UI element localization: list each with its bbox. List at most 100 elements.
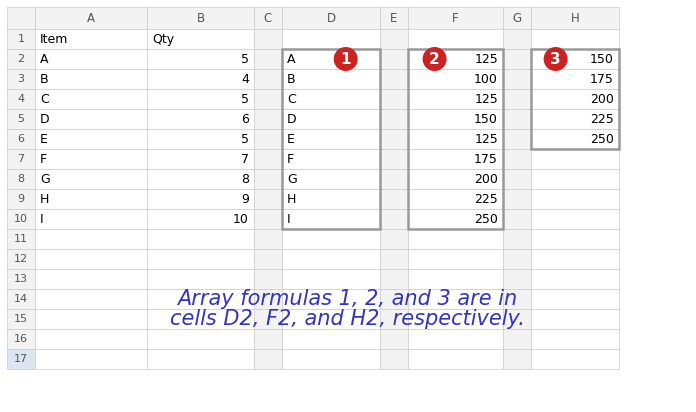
Bar [282,189,380,209]
Bar [531,69,619,89]
Bar [147,149,254,169]
Text: E: E [390,12,397,24]
Text: A: A [40,52,49,66]
Bar [408,109,503,129]
Bar [408,309,503,329]
Bar [503,209,531,229]
Bar [531,7,619,29]
Bar [282,89,380,109]
Bar [531,349,619,369]
Bar [282,269,380,289]
Bar [282,7,380,29]
Bar [503,189,531,209]
Text: A: A [87,12,95,24]
Bar [531,289,619,309]
Text: I: I [287,213,291,225]
Bar [282,49,380,69]
Bar [147,7,254,29]
Bar [408,249,503,269]
Bar [35,249,147,269]
Bar [503,249,531,269]
Bar [531,129,619,149]
Text: 250: 250 [474,213,498,225]
Bar [408,129,503,149]
Bar [35,89,147,109]
Bar [282,69,380,89]
Bar [35,229,147,249]
Text: 7: 7 [241,152,249,166]
Bar [147,309,254,329]
Bar [147,69,254,89]
Bar [408,89,503,109]
Text: cells D2, F2, and H2, respectively.: cells D2, F2, and H2, respectively. [170,309,525,329]
Bar [282,149,380,169]
Bar [531,249,619,269]
Bar [35,189,147,209]
Bar [531,189,619,209]
Text: 175: 175 [474,152,498,166]
Text: 200: 200 [474,173,498,185]
Text: A: A [287,52,296,66]
Bar [531,129,619,149]
Bar [531,29,619,49]
Bar [147,209,254,229]
Text: I: I [40,213,44,225]
Bar [408,69,503,89]
Bar [35,289,147,309]
Bar [282,89,380,109]
Circle shape [333,47,358,71]
Bar [35,309,147,329]
Bar [408,149,503,169]
Text: 7: 7 [17,154,24,164]
Text: G: G [512,12,521,24]
Text: E: E [40,133,48,145]
Bar [7,249,35,269]
Bar [254,69,282,89]
Bar [282,169,380,189]
Bar [503,129,531,149]
Bar [503,229,531,249]
Bar [7,109,35,129]
Bar [408,29,503,49]
Bar [254,349,282,369]
Text: 10: 10 [14,214,28,224]
Text: Qty: Qty [152,33,174,45]
Bar [380,149,408,169]
Bar [408,89,503,109]
Bar [254,49,282,69]
Bar [282,249,380,269]
Bar [7,269,35,289]
Text: 100: 100 [474,73,498,86]
Bar [147,269,254,289]
Bar [408,49,503,69]
Text: G: G [287,173,296,185]
Bar [147,109,254,129]
Text: 5: 5 [241,93,249,105]
Bar [282,49,380,69]
Text: 16: 16 [14,334,28,344]
Bar [503,69,531,89]
Bar [531,109,619,129]
Bar [35,169,147,189]
Bar [531,309,619,329]
Bar [282,209,380,229]
Bar [282,149,380,169]
Bar [35,329,147,349]
Bar [531,89,619,109]
Text: 9: 9 [17,194,24,204]
Bar [408,129,503,149]
Text: 3: 3 [17,74,24,84]
Bar [531,69,619,89]
Bar [282,309,380,329]
Bar [380,7,408,29]
Bar [282,329,380,349]
Bar [147,349,254,369]
Text: 3: 3 [551,52,561,66]
Bar [503,49,531,69]
Bar [503,269,531,289]
Bar [408,209,503,229]
Bar [503,89,531,109]
Text: B: B [196,12,205,24]
Bar [531,269,619,289]
Text: 125: 125 [474,93,498,105]
